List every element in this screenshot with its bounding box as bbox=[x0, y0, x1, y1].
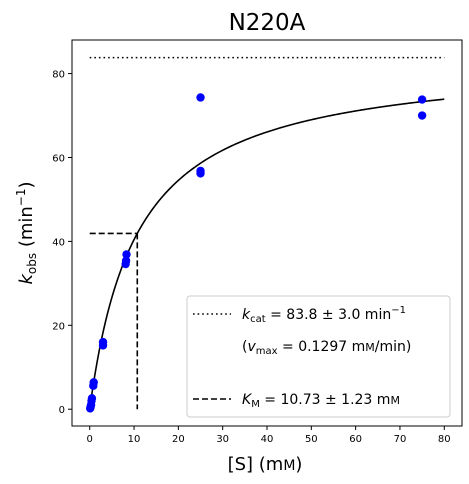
x-tick-label: 30 bbox=[216, 434, 229, 445]
data-point bbox=[89, 378, 98, 387]
legend-kcat-label: kcat = 83.8 ± 3.0 min−1 bbox=[242, 305, 406, 325]
data-point bbox=[417, 111, 427, 120]
data-point bbox=[196, 166, 205, 176]
x-tick-label: 40 bbox=[261, 434, 274, 445]
data-point bbox=[87, 394, 97, 403]
y-axis-label: kobs (min−1) bbox=[14, 181, 39, 284]
y-tick-label: 0 bbox=[59, 405, 65, 416]
data-point bbox=[98, 337, 108, 347]
data-point bbox=[122, 250, 131, 259]
legend-box bbox=[186, 295, 451, 418]
data-point bbox=[196, 93, 205, 102]
data-point bbox=[417, 95, 427, 104]
legend-km-label: KM = 10.73 ± 1.23 mM bbox=[242, 392, 400, 410]
chart-title: N220A bbox=[229, 10, 306, 36]
x-tick-label: 10 bbox=[128, 434, 141, 445]
y-tick-label: 40 bbox=[52, 237, 65, 248]
data-point bbox=[121, 256, 131, 265]
y-tick-label: 60 bbox=[52, 153, 65, 164]
legend-vmax-label: (vmax = 0.1297 mM/min) bbox=[242, 339, 411, 357]
x-tick-label: 80 bbox=[438, 434, 451, 445]
fit-curve bbox=[88, 98, 445, 410]
y-tick-label: 80 bbox=[52, 70, 65, 81]
plot-frame bbox=[71, 39, 463, 427]
x-tick-label: 50 bbox=[305, 434, 318, 445]
y-tick-label: 20 bbox=[52, 321, 65, 332]
legend: kcat = 83.8 ± 3.0 min−1 (vmax = 0.1297 m… bbox=[186, 295, 451, 418]
x-tick-label: 0 bbox=[87, 434, 93, 445]
data-points bbox=[85, 93, 427, 413]
x-tick-label: 20 bbox=[172, 434, 185, 445]
reference-lines bbox=[89, 56, 445, 410]
x-tick-label: 70 bbox=[394, 434, 407, 445]
axis-ticks: 0 10 20 30 40 50 60 70 80 0 20 40 60 80 bbox=[52, 70, 450, 445]
x-tick-label: 60 bbox=[349, 434, 362, 445]
x-axis-label: [S] (mM) bbox=[228, 454, 303, 475]
